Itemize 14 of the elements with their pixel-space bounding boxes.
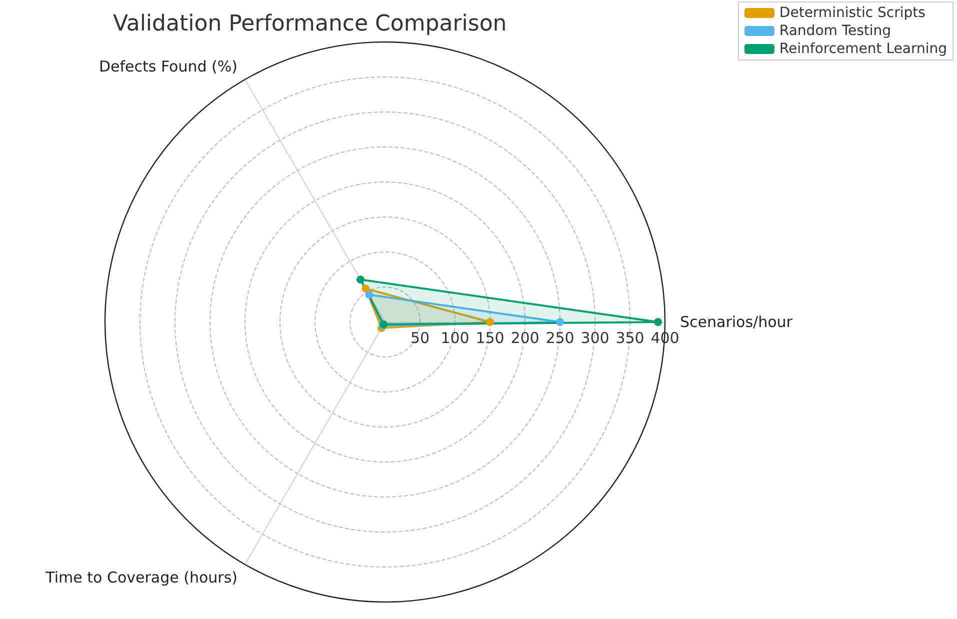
spoke-label: Scenarios/hour xyxy=(680,313,794,331)
y-tick-label: 350 xyxy=(616,329,644,347)
y-tick-label: 150 xyxy=(476,329,504,347)
y-tick-label: 250 xyxy=(546,329,574,347)
legend-label: Reinforcement Learning xyxy=(779,41,948,57)
y-tick-label: 100 xyxy=(440,329,470,347)
text: Validation Performance Comparison xyxy=(113,12,507,36)
y-tick-label: 200 xyxy=(510,329,540,347)
spoke-label: Defects Found (%) xyxy=(98,58,238,76)
y-tick-label: 300 xyxy=(580,329,610,347)
legend-label: Random Testing xyxy=(779,23,892,39)
legend-label: Deterministic Scripts xyxy=(779,5,926,21)
spoke-label: Time to Coverage (hours) xyxy=(44,568,238,586)
y-tick-label: 50 xyxy=(410,329,430,347)
